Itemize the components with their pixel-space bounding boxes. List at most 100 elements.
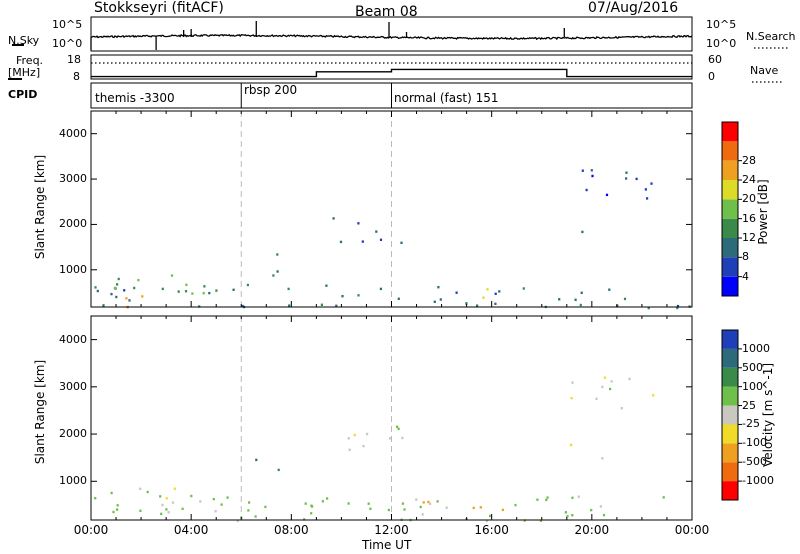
power-cell <box>276 253 279 256</box>
power-cell <box>646 197 649 200</box>
velocity-cell <box>564 511 567 514</box>
power-cell <box>116 283 119 286</box>
velocity-yaxis-label: Slant Range [km] <box>33 359 47 465</box>
velocity-cell <box>254 515 257 518</box>
power-cell <box>325 284 328 287</box>
time-tick-label: 00:00 <box>674 523 710 537</box>
velocity-cell <box>304 502 307 505</box>
velocity-cell <box>445 506 448 509</box>
power-cell <box>437 286 440 289</box>
velocity-cell <box>652 394 655 397</box>
power-colorbar-segment <box>722 160 738 180</box>
velocity-colorbar-segment <box>722 424 738 444</box>
time-tick-label: 00:00 <box>73 523 109 537</box>
power-cell <box>644 188 647 191</box>
power-range-tick-label: 1000 <box>59 262 87 276</box>
power-cell <box>320 303 323 306</box>
power-cell <box>498 290 501 293</box>
velocity-cell <box>181 507 184 510</box>
power-cell <box>558 298 561 301</box>
velocity-colorbar-segment <box>722 443 738 463</box>
power-cell <box>232 288 235 291</box>
velocity-cell <box>347 502 350 505</box>
freq-line <box>91 68 692 78</box>
power-colorbar-tick-label: 8 <box>742 250 749 264</box>
power-cell <box>125 297 128 300</box>
power-colorbar-segment <box>722 141 738 161</box>
nsearch-tick-bottom: 10^0 <box>706 37 737 50</box>
velocity-cell <box>571 496 574 499</box>
velocity-cell <box>610 380 613 383</box>
velocity-cell <box>419 505 422 509</box>
velocity-cell <box>146 490 149 494</box>
power-cell <box>676 306 679 310</box>
mhz-label: [MHz] <box>8 66 41 79</box>
power-cell <box>379 238 383 241</box>
power-cell <box>184 290 188 293</box>
power-cell <box>177 290 180 293</box>
time-tick-label: 16:00 <box>474 523 509 537</box>
power-cell <box>215 289 218 292</box>
velocity-cell <box>387 508 390 512</box>
velocity-cell <box>277 468 280 472</box>
time-tick-label: 20:00 <box>574 523 610 537</box>
power-cell <box>494 302 497 305</box>
power-cell <box>102 304 105 307</box>
velocity-cell <box>601 457 604 460</box>
power-cell <box>608 288 611 291</box>
freq-tick-bottom: 8 <box>73 70 80 83</box>
velocity-cell <box>161 503 164 507</box>
velocity-cell <box>110 491 113 495</box>
velocity-cell <box>190 494 193 498</box>
power-cell <box>494 292 497 295</box>
time-tick-label: 04:00 <box>173 523 209 537</box>
power-cell <box>203 285 206 288</box>
beam-title: Beam 08 <box>355 4 418 20</box>
velocity-cell <box>139 509 142 512</box>
velocity-cell <box>403 508 406 511</box>
power-cell <box>635 177 638 181</box>
power-cell <box>357 222 360 225</box>
velocity-cell <box>599 505 602 508</box>
velocity-cell <box>595 397 598 401</box>
nsky-label: N.Sky <box>8 34 40 47</box>
power-cell <box>591 174 594 178</box>
velocity-range-tick-label: 1000 <box>59 474 87 488</box>
power-cell <box>202 292 205 295</box>
power-cell <box>605 193 609 197</box>
power-cell <box>486 288 489 291</box>
velocity-colorbar-tick-label: -500 <box>742 455 767 469</box>
power-yaxis-label: Slant Range [km] <box>33 154 47 260</box>
power-cell <box>123 289 126 292</box>
velocity-cell <box>226 496 229 499</box>
velocity-colorbar-segment <box>722 330 738 349</box>
cpid-segment-0: themis -3300 <box>95 91 175 105</box>
power-cell <box>115 295 118 299</box>
velocity-cell <box>479 506 482 509</box>
power-cell <box>581 230 584 234</box>
velocity-cell <box>236 519 239 523</box>
power-cell <box>625 177 628 180</box>
power-cell <box>170 274 174 277</box>
power-colorbar-segment <box>722 257 738 277</box>
velocity-cell <box>321 500 324 503</box>
velocity-cell <box>353 433 356 437</box>
velocity-cell <box>94 497 97 500</box>
velocity-colorbar-tick-label: -25 <box>742 417 760 431</box>
power-colorbar-tick-label: 12 <box>742 231 756 244</box>
velocity-cell <box>545 498 548 502</box>
power-cell <box>110 292 113 296</box>
velocity-colorbar-segment <box>722 348 738 368</box>
velocity-colorbar-segment <box>722 367 738 387</box>
velocity-cell <box>247 509 250 512</box>
velocity-colorbar-tick-label: 25 <box>742 398 756 412</box>
power-colorbar-tick-label: 20 <box>742 192 756 206</box>
velocity-cell <box>347 437 350 440</box>
velocity-cell <box>199 500 202 503</box>
velocity-colorbar-tick-label: 100 <box>742 379 763 393</box>
power-cell <box>625 171 628 174</box>
power-cell <box>332 217 335 220</box>
power-colorbar-segment <box>722 180 738 200</box>
nsearch-tick-top: 10^5 <box>706 18 737 31</box>
velocity-cell <box>628 377 631 381</box>
